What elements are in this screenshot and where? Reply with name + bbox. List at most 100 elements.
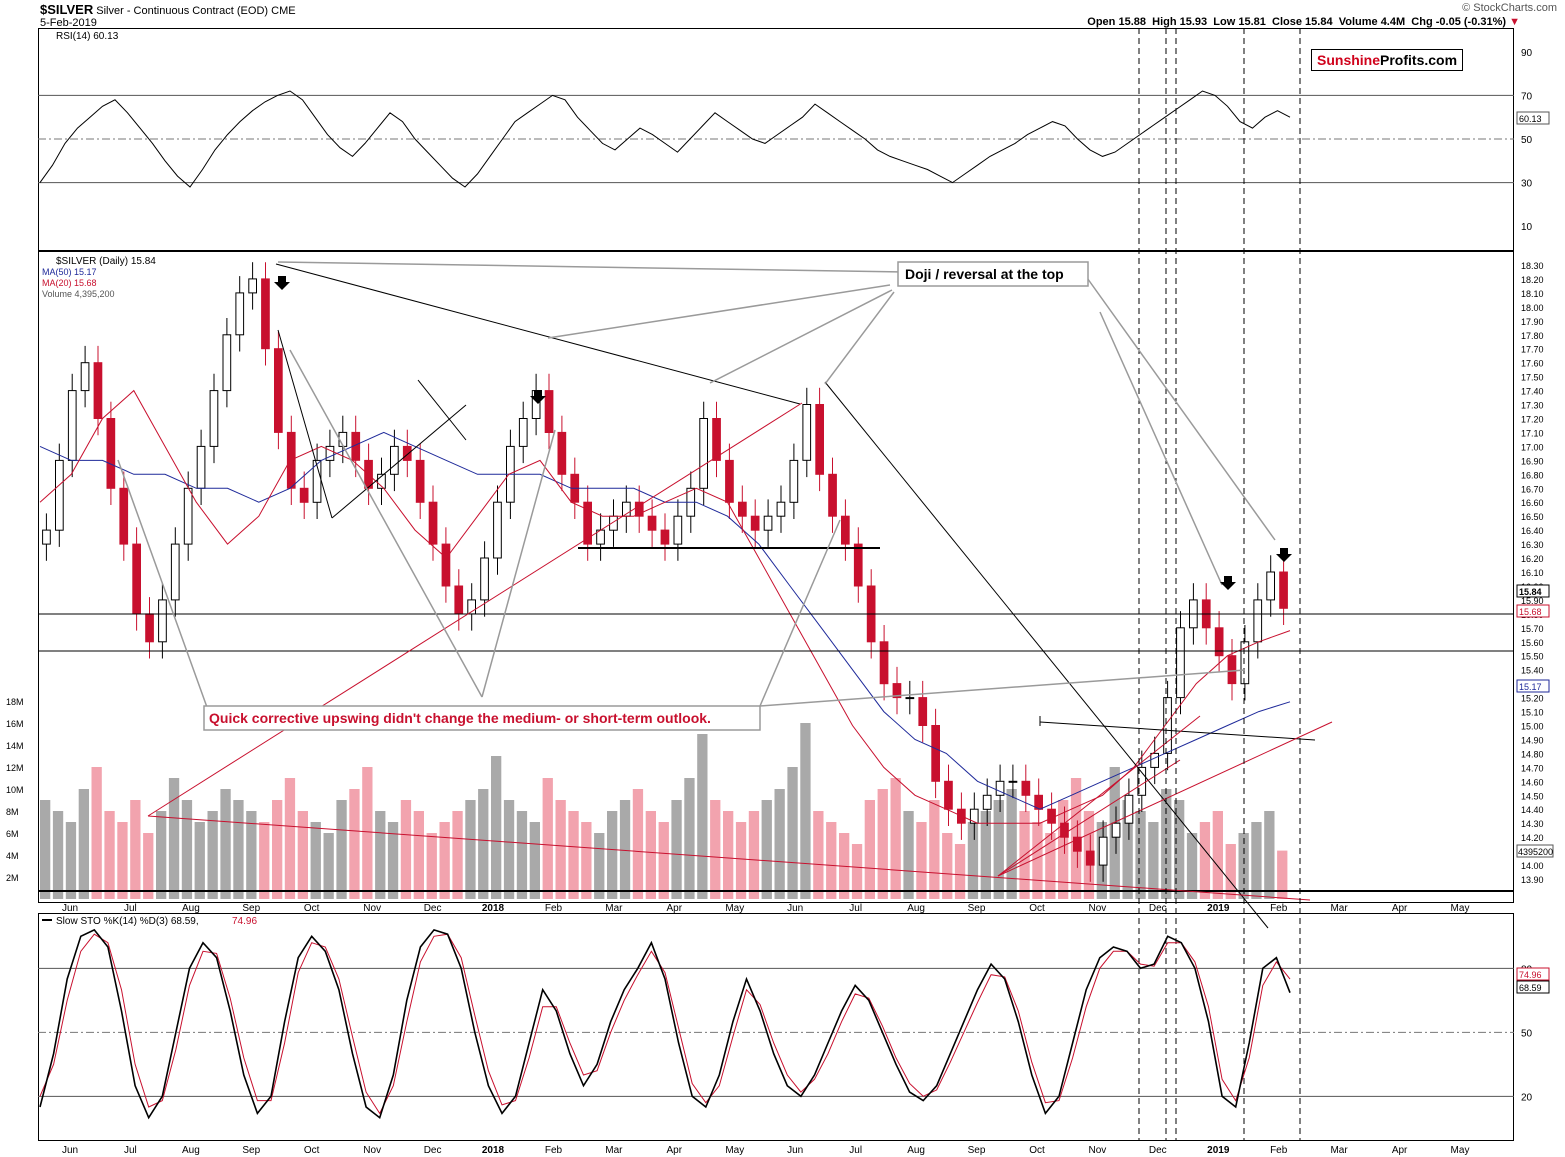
price-candle <box>1227 655 1237 685</box>
price-candle <box>274 348 283 433</box>
stochastic-x-tick-label: Oct <box>304 1145 320 1156</box>
price-tick-label: 16.70 <box>1521 484 1544 494</box>
price-x-tick-label: Dec <box>1149 903 1167 914</box>
trendlines <box>38 263 1514 929</box>
volume-bar <box>491 756 502 899</box>
svg-text:60.13: 60.13 <box>1519 114 1542 124</box>
price-tick-label: 15.70 <box>1521 624 1544 634</box>
volume-bar <box>1122 800 1133 899</box>
stochastic-k-series <box>39 928 1291 1120</box>
price-tick-label: 14.00 <box>1521 861 1544 871</box>
volume-bar <box>710 800 721 899</box>
volume-bar <box>774 789 785 899</box>
volume-bar <box>78 789 89 899</box>
resistance-line-late-2018 <box>1039 721 1316 741</box>
price-candle <box>673 515 683 545</box>
volume-bar <box>967 822 979 899</box>
price-tick-label: 16.40 <box>1521 526 1544 536</box>
stochastic-d-line <box>39 933 1291 1115</box>
stochastic-x-tick-label: Apr <box>667 1145 683 1156</box>
volume-bar <box>607 811 618 899</box>
price-candle <box>918 697 928 726</box>
stochastic-grid <box>38 967 1514 1097</box>
price-candle <box>1176 627 1185 699</box>
price-x-tick-label: Feb <box>545 903 563 914</box>
price-candle <box>712 418 721 461</box>
volume-bar <box>233 800 244 899</box>
volume-bar <box>877 789 888 899</box>
legend-ma20: MA(20) 15.68 <box>42 278 97 288</box>
price-x-tick-label: Sep <box>968 903 986 914</box>
price-tick-label: 15.60 <box>1521 638 1544 648</box>
volume-bar <box>156 811 167 899</box>
price-candle <box>905 697 915 700</box>
price-candle <box>1279 571 1288 609</box>
rsi-tick-label: 30 <box>1521 179 1533 190</box>
price-y-axis: 18.30 18.20 18.10 18.00 17.90 17.80 17.70 17.60… <box>1521 261 1544 885</box>
price-tick-label: 17.10 <box>1521 428 1544 438</box>
downtrend-line-2 <box>824 381 1269 929</box>
symbol: $SILVER <box>40 2 94 17</box>
corrective-callout: Quick corrective upswing didn't change t… <box>203 705 761 731</box>
rsi-title: RSI(14) 60.13 <box>56 31 119 42</box>
volume-bar <box>890 778 901 899</box>
price-tick-label: 15.90 <box>1521 596 1544 606</box>
price-candle <box>1098 836 1108 866</box>
price-candles <box>42 262 1288 882</box>
svg-text:68.59: 68.59 <box>1519 983 1542 993</box>
price-x-tick-label: Apr <box>667 903 683 914</box>
volume-bar <box>671 800 682 899</box>
volume-bar <box>542 778 553 899</box>
price-candle <box>647 515 657 531</box>
volume-bar <box>1148 822 1159 899</box>
stochastic-x-tick-label: Nov <box>1089 1145 1107 1156</box>
volume-bar <box>1264 811 1275 899</box>
price-candle <box>725 459 734 503</box>
watermark: © StockCharts.com <box>1462 2 1557 14</box>
svg-text:74.96: 74.96 <box>232 916 257 927</box>
price-candle <box>299 487 309 503</box>
price-x-tick-label: 2019 <box>1207 903 1230 914</box>
volume-tick-label: 12M <box>6 763 24 773</box>
price-candle <box>261 278 270 350</box>
volume-bar <box>194 822 205 899</box>
svg-text:15.84: 15.84 <box>1519 587 1542 597</box>
price-tick-label: 14.20 <box>1521 833 1544 843</box>
price-x-tick-label: Mar <box>605 903 623 914</box>
price-candle <box>119 487 129 545</box>
stochastic-x-tick-label: Aug <box>907 1145 925 1156</box>
volume-bar <box>40 800 51 899</box>
volume-bar <box>1225 844 1236 899</box>
price-candle <box>841 515 850 545</box>
down-arrow-icon <box>1220 576 1236 590</box>
price-x-axis: Jun Jul Aug Sep Oct Nov Dec 2018 Feb Mar Apr May Jun… <box>62 903 1470 914</box>
svg-text:Slow STO %K(14) %D(3) 68.59,: Slow STO %K(14) %D(3) 68.59, <box>56 916 199 927</box>
price-candle <box>557 431 567 475</box>
rsi-tick-label: 50 <box>1521 135 1533 146</box>
high-value: 15.93 <box>1179 16 1208 28</box>
ma20-series <box>39 389 1291 824</box>
stochastic-d-series <box>39 933 1291 1115</box>
volume-bar <box>903 811 914 899</box>
price-tick-label: 13.90 <box>1521 875 1544 885</box>
volume-bar <box>581 822 592 899</box>
stochastic-x-tick-label: May <box>1451 1145 1470 1156</box>
close-value: 15.84 <box>1305 16 1333 28</box>
price-tick-label: 17.40 <box>1521 387 1544 397</box>
price-candle <box>828 473 837 517</box>
stochastic-x-tick-label: Nov <box>363 1145 381 1156</box>
volume-bar <box>619 800 631 899</box>
price-tick-label: 17.90 <box>1521 317 1544 327</box>
price-x-tick-label: Dec <box>424 903 442 914</box>
price-tick-label: 17.30 <box>1521 401 1544 411</box>
price-candle <box>1266 571 1276 601</box>
price-candle <box>931 725 940 782</box>
volume-bar <box>91 767 102 899</box>
ma20-line <box>39 389 1291 824</box>
stochastic-tick-label: 50 <box>1521 1028 1533 1039</box>
volume-bar <box>362 767 373 899</box>
price-candle <box>222 334 232 392</box>
red-trendlines <box>147 402 1333 901</box>
price-candle <box>776 501 786 517</box>
volume-bar <box>864 800 875 899</box>
